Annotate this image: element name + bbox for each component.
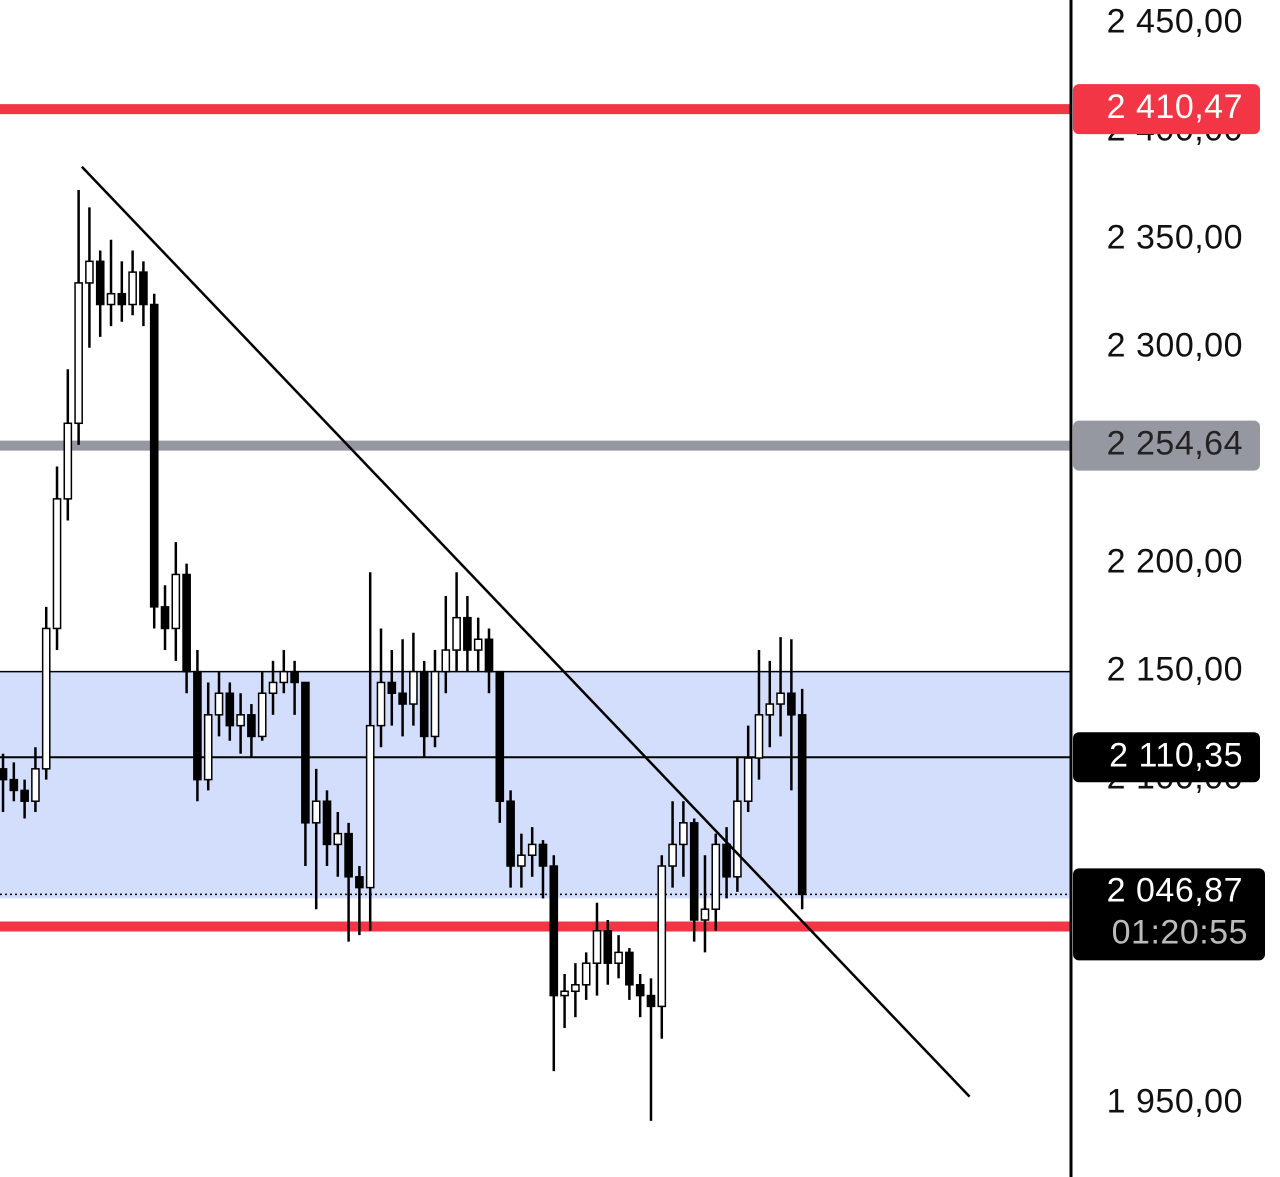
candle-body bbox=[592, 930, 602, 964]
candle-body bbox=[646, 994, 656, 1008]
candle-body bbox=[182, 573, 191, 673]
candle-body bbox=[463, 616, 472, 651]
candle-body bbox=[560, 990, 569, 997]
candle-body bbox=[376, 681, 386, 727]
price-label: 2 410,47 bbox=[1107, 88, 1243, 126]
countdown: 01:20:55 bbox=[1112, 913, 1248, 951]
price-axis: 1 950,002 100,002 150,002 200,002 300,00… bbox=[1069, 0, 1265, 1177]
candle-body bbox=[52, 498, 62, 630]
candle-body bbox=[301, 681, 310, 824]
candle-body bbox=[430, 670, 440, 738]
candle-body bbox=[279, 670, 289, 684]
y-tick-label: 2 150,00 bbox=[1107, 651, 1243, 689]
candle-body bbox=[236, 714, 245, 727]
candle-body bbox=[549, 865, 559, 997]
candle-body bbox=[344, 832, 353, 878]
plot-area bbox=[0, 104, 1070, 1121]
candle-body bbox=[603, 930, 613, 964]
candle-body bbox=[635, 984, 645, 997]
candle-body bbox=[495, 670, 505, 802]
candle-body bbox=[20, 789, 29, 802]
candle-body bbox=[106, 292, 116, 306]
candle-body bbox=[473, 638, 483, 651]
candle-body bbox=[419, 670, 429, 738]
candle-body bbox=[689, 822, 699, 921]
candle-body bbox=[733, 800, 742, 878]
price-label-box bbox=[1073, 420, 1260, 471]
candle-body bbox=[538, 843, 548, 867]
candle-body bbox=[63, 422, 73, 500]
candle-body bbox=[581, 962, 591, 986]
candle-body bbox=[355, 876, 364, 889]
candle-body bbox=[214, 692, 224, 716]
y-tick-label: 2 450,00 bbox=[1107, 3, 1243, 41]
zone bbox=[0, 671, 1070, 899]
candle-body bbox=[679, 822, 688, 846]
y-tick-label: 2 300,00 bbox=[1107, 327, 1243, 365]
candle-body bbox=[31, 768, 40, 802]
candle-body bbox=[614, 951, 623, 964]
candle-body bbox=[247, 714, 256, 738]
candle-body bbox=[9, 778, 19, 792]
candle-body bbox=[765, 703, 775, 716]
candle-body bbox=[365, 724, 375, 889]
candle-body bbox=[193, 670, 202, 781]
y-tick-label: 1 950,00 bbox=[1107, 1083, 1243, 1121]
candle-body bbox=[754, 714, 764, 759]
candle-body bbox=[452, 616, 461, 651]
candle-body bbox=[776, 692, 785, 705]
trendline bbox=[80, 165, 971, 1098]
candle-body bbox=[117, 292, 127, 306]
candle-body bbox=[700, 908, 710, 921]
candle-body bbox=[787, 692, 796, 716]
last-price-box bbox=[1073, 868, 1265, 961]
candle-body bbox=[506, 800, 515, 867]
candle-body bbox=[527, 843, 537, 856]
candle-body bbox=[668, 843, 677, 867]
candle-body bbox=[74, 282, 83, 425]
candle-body bbox=[311, 800, 321, 824]
candle-body bbox=[743, 757, 753, 802]
candle-body bbox=[0, 768, 8, 781]
candle-body bbox=[128, 271, 137, 306]
candle-body bbox=[95, 260, 105, 306]
candle-body bbox=[625, 951, 634, 986]
price-label: 2 110,35 bbox=[1109, 736, 1243, 774]
candle-body bbox=[225, 692, 235, 727]
candle-body bbox=[711, 843, 721, 910]
candle-body bbox=[322, 800, 332, 846]
candle-body bbox=[149, 303, 159, 608]
candle-body bbox=[657, 865, 667, 1008]
candle-body bbox=[387, 681, 397, 694]
price-label-box bbox=[1073, 84, 1260, 135]
candle-body bbox=[203, 714, 213, 781]
candle-body bbox=[722, 843, 731, 878]
price-label-box bbox=[1073, 732, 1260, 783]
candle-body bbox=[797, 714, 807, 896]
candle-body bbox=[484, 638, 494, 673]
candle-body bbox=[139, 271, 148, 306]
y-tick-label: 2 350,00 bbox=[1107, 219, 1243, 257]
candle-body bbox=[398, 692, 407, 705]
candle-body bbox=[333, 832, 343, 846]
last-price-label: 2 046,87 bbox=[1107, 871, 1243, 909]
price-label: 2 254,64 bbox=[1107, 425, 1243, 463]
candle-body bbox=[290, 670, 299, 684]
candle-body bbox=[441, 649, 451, 673]
candle-body bbox=[268, 681, 278, 694]
candle-body bbox=[41, 627, 51, 770]
candle-body bbox=[517, 854, 526, 867]
candle-body bbox=[409, 670, 418, 705]
candle-body bbox=[160, 606, 170, 630]
candle-body bbox=[571, 984, 580, 993]
candle-body bbox=[257, 692, 267, 738]
y-tick-label: 2 200,00 bbox=[1107, 543, 1243, 581]
candle-body bbox=[85, 260, 94, 284]
candle-body bbox=[171, 573, 181, 630]
